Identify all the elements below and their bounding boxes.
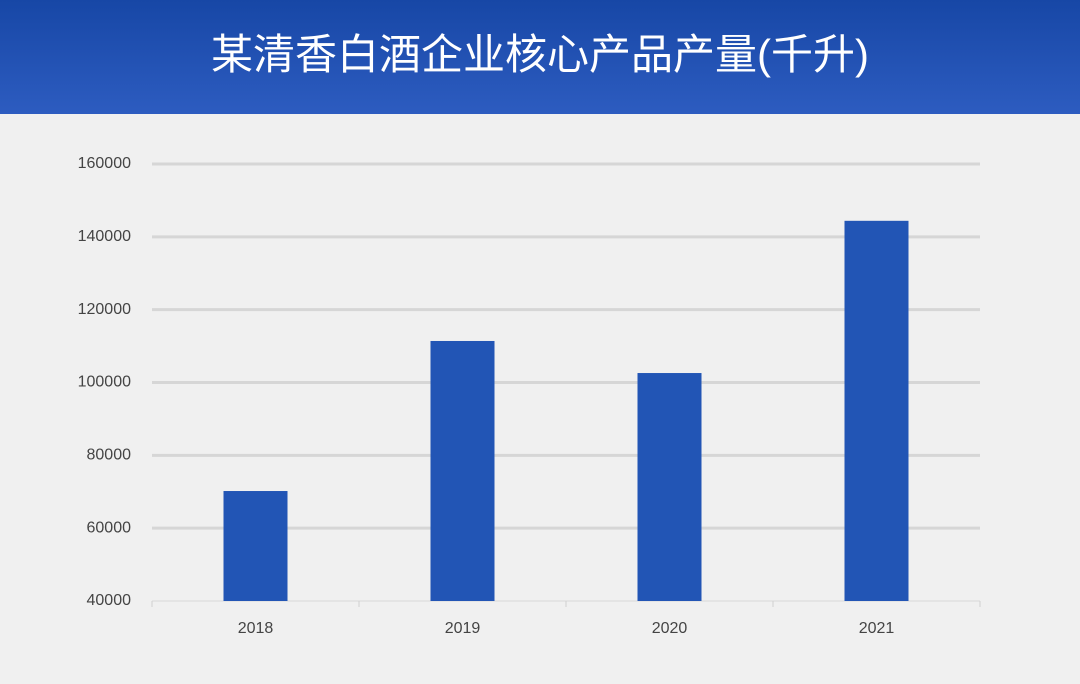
bar	[844, 220, 909, 601]
x-tick-label: 2018	[238, 620, 274, 637]
x-tick-label: 2019	[445, 620, 481, 637]
y-tick-label: 100000	[78, 374, 131, 391]
bar	[430, 340, 495, 601]
header	[0, 0, 1080, 114]
bar	[637, 373, 702, 601]
y-tick-label: 120000	[78, 301, 131, 318]
y-tick-label: 40000	[87, 592, 132, 609]
bar	[223, 491, 288, 601]
y-tick-label: 140000	[78, 228, 131, 245]
y-tick-label: 60000	[87, 519, 132, 536]
y-tick-label: 80000	[87, 447, 132, 464]
x-tick-label: 2020	[652, 620, 688, 637]
chart-title: 某清香白酒企业核心产品产量(千升)	[211, 31, 869, 78]
y-tick-label: 160000	[78, 155, 131, 172]
x-tick-label: 2021	[859, 620, 895, 637]
